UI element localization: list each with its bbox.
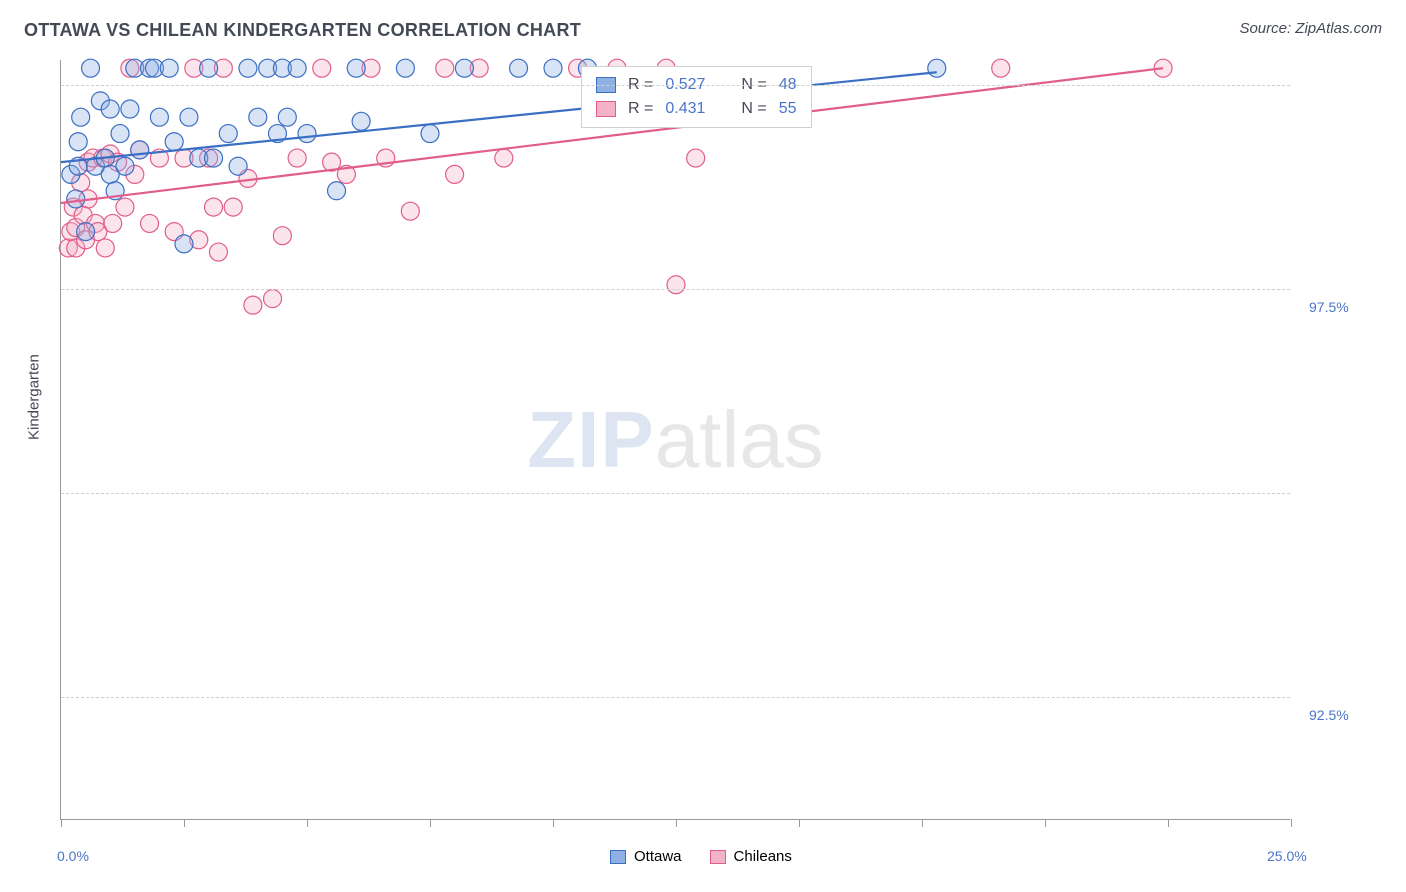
scatter-point-ottawa xyxy=(175,235,193,253)
scatter-point-ottawa xyxy=(160,59,178,77)
scatter-point-chileans xyxy=(96,239,114,257)
x-tick xyxy=(184,819,185,827)
plot-area: ZIPatlas R = 0.527 N = 48 R = 0.431 N = … xyxy=(60,60,1290,820)
scatter-point-chileans xyxy=(401,202,419,220)
x-tick xyxy=(676,819,677,827)
x-tick xyxy=(307,819,308,827)
x-tick xyxy=(1291,819,1292,827)
scatter-point-chileans xyxy=(687,149,705,167)
scatter-point-ottawa xyxy=(101,100,119,118)
scatter-point-ottawa xyxy=(229,157,247,175)
scatter-point-chileans xyxy=(436,59,454,77)
scatter-point-chileans xyxy=(264,290,282,308)
legend-r-label-chileans: R = xyxy=(628,100,653,118)
scatter-point-ottawa xyxy=(544,59,562,77)
legend-swatch-chileans xyxy=(596,101,616,117)
scatter-point-ottawa xyxy=(205,149,223,167)
scatter-point-ottawa xyxy=(121,100,139,118)
scatter-point-chileans xyxy=(288,149,306,167)
chart-title: OTTAWA VS CHILEAN KINDERGARTEN CORRELATI… xyxy=(24,20,581,41)
scatter-point-ottawa xyxy=(150,108,168,126)
scatter-point-ottawa xyxy=(180,108,198,126)
scatter-point-chileans xyxy=(116,198,134,216)
legend-n-label-chileans: N = xyxy=(741,100,766,118)
scatter-point-ottawa xyxy=(219,125,237,143)
scatter-point-ottawa xyxy=(352,112,370,130)
legend-r-value-chileans: 0.431 xyxy=(665,100,705,118)
gridline xyxy=(61,697,1290,698)
gridline xyxy=(61,85,1290,86)
series-legend: Ottawa Chileans xyxy=(610,848,792,865)
scatter-point-chileans xyxy=(313,59,331,77)
scatter-point-ottawa xyxy=(510,59,528,77)
scatter-point-ottawa xyxy=(116,157,134,175)
x-tick xyxy=(430,819,431,827)
scatter-point-chileans xyxy=(141,214,159,232)
x-tick xyxy=(1168,819,1169,827)
legend-item-ottawa: Ottawa xyxy=(610,848,682,865)
scatter-point-ottawa xyxy=(239,59,257,77)
scatter-point-ottawa xyxy=(421,125,439,143)
gridline xyxy=(61,493,1290,494)
scatter-point-chileans xyxy=(244,296,262,314)
x-tick xyxy=(61,819,62,827)
scatter-point-ottawa xyxy=(131,141,149,159)
scatter-point-ottawa xyxy=(200,59,218,77)
scatter-point-chileans xyxy=(205,198,223,216)
x-tick xyxy=(553,819,554,827)
legend-swatch-icon xyxy=(710,850,726,864)
legend-label-chileans: Chileans xyxy=(734,848,792,865)
scatter-point-chileans xyxy=(273,227,291,245)
scatter-point-chileans xyxy=(495,149,513,167)
legend-row-chileans: R = 0.431 N = 55 xyxy=(596,97,797,121)
scatter-point-ottawa xyxy=(111,125,129,143)
scatter-point-ottawa xyxy=(278,108,296,126)
scatter-point-ottawa xyxy=(396,59,414,77)
scatter-point-ottawa xyxy=(288,59,306,77)
scatter-point-ottawa xyxy=(298,125,316,143)
scatter-point-chileans xyxy=(992,59,1010,77)
legend-n-value-chileans: 55 xyxy=(779,100,797,118)
scatter-point-ottawa xyxy=(249,108,267,126)
y-axis-title: Kindergarten xyxy=(26,354,43,440)
scatter-point-ottawa xyxy=(69,133,87,151)
x-tick xyxy=(922,819,923,827)
source-attribution: Source: ZipAtlas.com xyxy=(1239,20,1382,37)
scatter-point-ottawa xyxy=(165,133,183,151)
scatter-point-ottawa xyxy=(928,59,946,77)
scatter-point-ottawa xyxy=(455,59,473,77)
x-tick-label: 25.0% xyxy=(1267,848,1307,864)
y-tick-label: 97.5% xyxy=(1309,299,1349,315)
x-tick-label: 0.0% xyxy=(57,848,89,864)
scatter-point-chileans xyxy=(224,198,242,216)
chart-svg xyxy=(61,60,1290,819)
scatter-point-chileans xyxy=(209,243,227,261)
x-tick xyxy=(1045,819,1046,827)
scatter-point-chileans xyxy=(104,214,122,232)
scatter-point-chileans xyxy=(446,165,464,183)
scatter-point-ottawa xyxy=(72,108,90,126)
scatter-point-ottawa xyxy=(67,190,85,208)
x-tick xyxy=(799,819,800,827)
scatter-point-ottawa xyxy=(77,223,95,241)
correlation-legend: R = 0.527 N = 48 R = 0.431 N = 55 xyxy=(581,66,812,128)
legend-swatch-icon xyxy=(610,850,626,864)
gridline xyxy=(61,289,1290,290)
y-tick-label: 92.5% xyxy=(1309,707,1349,723)
scatter-point-ottawa xyxy=(328,182,346,200)
legend-item-chileans: Chileans xyxy=(710,848,792,865)
scatter-point-ottawa xyxy=(347,59,365,77)
scatter-point-chileans xyxy=(667,276,685,294)
scatter-point-ottawa xyxy=(82,59,100,77)
legend-label-ottawa: Ottawa xyxy=(634,848,682,865)
